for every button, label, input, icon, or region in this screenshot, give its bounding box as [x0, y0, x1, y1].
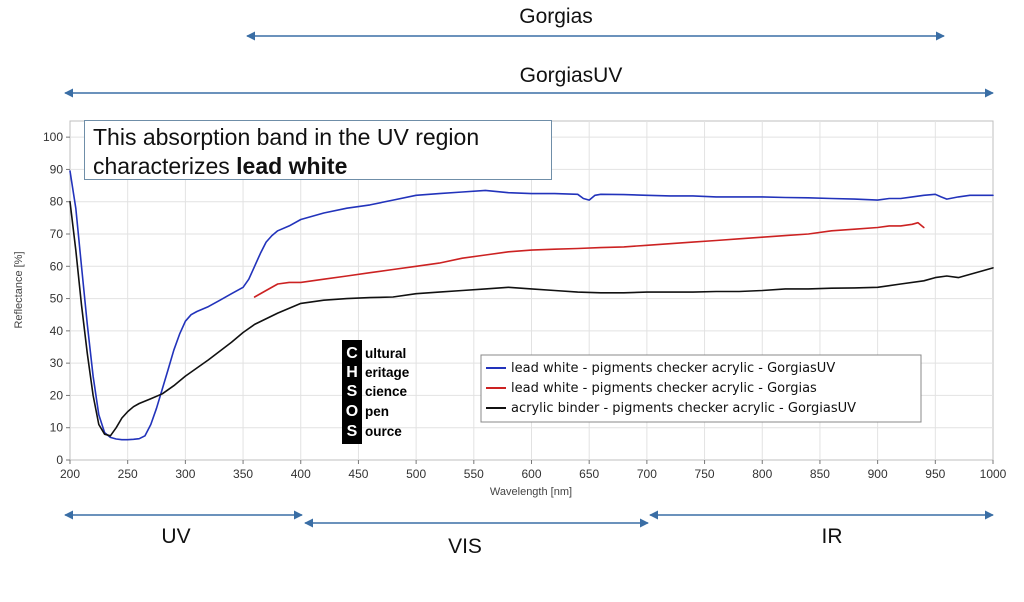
y-tick-label: 30: [50, 356, 64, 370]
y-tick-label: 90: [50, 162, 64, 176]
y-tick-label: 80: [50, 195, 64, 209]
legend-entry: acrylic binder - pigments checker acryli…: [511, 401, 856, 416]
spectral-regions: UV VIS IR: [64, 510, 994, 558]
x-axis-ticks: 200 250 300 350 400 450 500 550 600 650 700 750 800 8…: [60, 460, 1007, 481]
y-tick-label: 10: [50, 421, 64, 435]
legend: lead white - pigments checker acrylic - …: [480, 354, 922, 423]
x-tick-label: 500: [406, 467, 426, 481]
series-line-acrylic-binder-pigments-checker-acrylic-gorgiasuv: [69, 200, 994, 437]
chsos-logo: C H S O S ultural eritage cience pen our…: [342, 340, 410, 444]
logo-word: ource: [365, 424, 402, 439]
instrument-ranges: Gorgias GorgiasUV: [64, 5, 994, 98]
x-tick-label: 700: [637, 467, 657, 481]
y-axis-title: Reflectance [%]: [13, 251, 25, 328]
x-tick-label: 950: [925, 467, 945, 481]
x-tick-label: 750: [695, 467, 715, 481]
logo-letter: H: [346, 364, 358, 381]
x-tick-label: 450: [348, 467, 368, 481]
x-tick-label: 300: [175, 467, 195, 481]
logo-word: pen: [365, 404, 389, 419]
annotation-box: This absorption band in the UV region ch…: [84, 120, 552, 180]
logo-word: eritage: [365, 365, 410, 380]
x-tick-label: 1000: [980, 467, 1007, 481]
logo-letter: C: [346, 345, 358, 362]
annotation-line-1: This absorption band in the UV region: [93, 124, 480, 150]
gorgias-range-label: Gorgias: [519, 5, 593, 28]
x-axis-title: Wavelength [nm]: [490, 486, 572, 498]
ir-region-label: IR: [822, 525, 843, 548]
x-tick-label: 400: [291, 467, 311, 481]
logo-word: cience: [365, 384, 408, 399]
y-tick-label: 60: [50, 259, 64, 273]
logo-letter: O: [346, 403, 358, 420]
x-tick-label: 900: [868, 467, 888, 481]
y-axis-ticks: 0 10 20 30 40 50 60 70 80 90 100: [43, 130, 70, 467]
annotation-line-2-text: characterizes: [93, 153, 237, 179]
y-tick-label: 100: [43, 130, 63, 144]
legend-entry: lead white - pigments checker acrylic - …: [511, 361, 835, 376]
series-line-lead-white-pigments-checker-acrylic-gorgias: [253, 221, 925, 298]
annotation-line-2: characterizes lead white: [93, 152, 543, 181]
logo-bar: [342, 340, 362, 444]
x-tick-label: 200: [60, 467, 80, 481]
legend-box: [480, 354, 922, 423]
gorgiasuv-range-label: GorgiasUV: [520, 64, 623, 87]
x-tick-label: 350: [233, 467, 253, 481]
x-tick-label: 850: [810, 467, 830, 481]
x-tick-label: 600: [521, 467, 541, 481]
y-tick-label: 40: [50, 324, 64, 338]
annotation-highlight: lead white: [236, 153, 348, 179]
x-tick-label: 250: [118, 467, 138, 481]
y-tick-label: 0: [56, 453, 63, 467]
y-tick-label: 70: [50, 227, 64, 241]
x-tick-label: 800: [752, 467, 772, 481]
logo-letter: S: [347, 423, 358, 440]
legend-entry: lead white - pigments checker acrylic - …: [511, 381, 817, 396]
series-line-lead-white-pigments-checker-acrylic-gorgiasuv: [69, 170, 994, 441]
x-tick-label: 650: [579, 467, 599, 481]
logo-word: ultural: [365, 346, 406, 361]
logo-letter: S: [347, 383, 358, 400]
y-tick-label: 50: [50, 292, 64, 306]
series-lines: [69, 170, 994, 441]
uv-region-label: UV: [161, 525, 190, 548]
x-tick-label: 550: [464, 467, 484, 481]
y-tick-label: 20: [50, 388, 64, 402]
vis-region-label: VIS: [448, 535, 482, 558]
